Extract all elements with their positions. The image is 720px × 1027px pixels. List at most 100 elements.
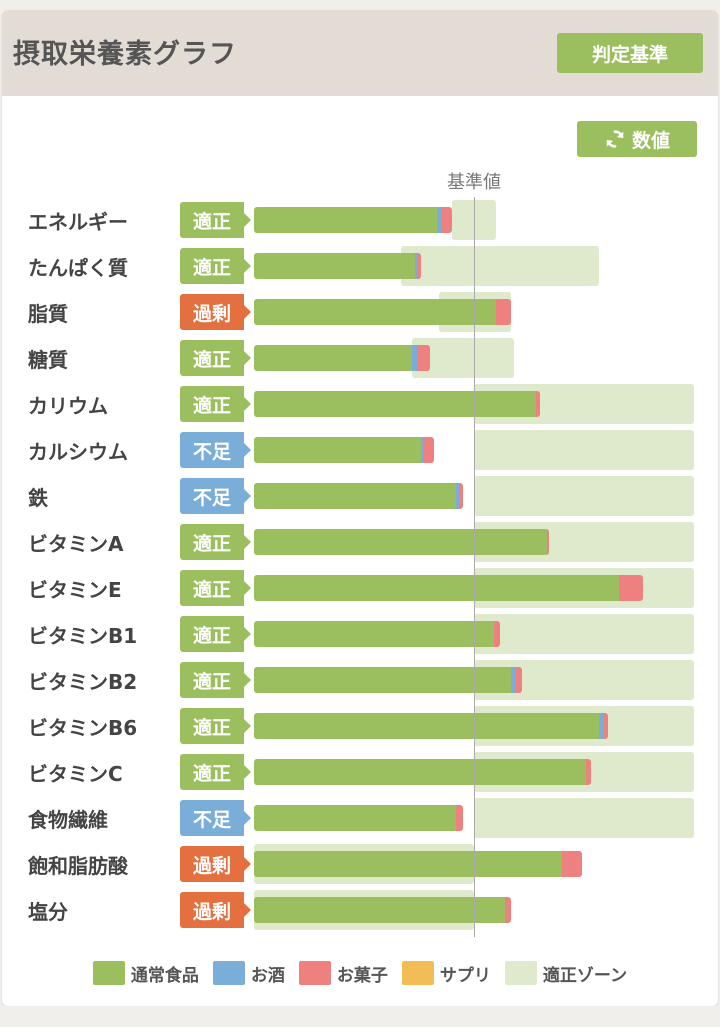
legend-item: サプリ — [401, 961, 491, 986]
status-badge: 適正 — [180, 754, 251, 790]
stacked-bar — [254, 345, 430, 371]
nutrient-name: 塩分 — [28, 900, 68, 924]
bar-segment — [254, 299, 496, 325]
legend-item: 適正ゾーン — [504, 961, 628, 986]
nutrient-name: ビタミンC — [28, 762, 123, 786]
status-badge: 適正 — [180, 202, 251, 238]
bar-segment — [599, 713, 604, 739]
legend-label: お菓子 — [336, 965, 388, 986]
bar-segment — [562, 851, 582, 877]
stacked-bar — [254, 299, 512, 325]
nutrient-row[interactable]: 飽和脂肪酸 過剰 — [2, 844, 718, 884]
stacked-bar — [254, 437, 435, 463]
criteria-button[interactable]: 判定基準 — [557, 33, 703, 73]
proper-zone — [401, 246, 600, 286]
legend-swatch — [92, 961, 125, 985]
nutrient-row[interactable]: ビタミンB2 適正 — [2, 660, 718, 700]
bar-segment — [254, 391, 536, 417]
bar-segment — [254, 851, 562, 877]
bar-segment — [436, 207, 441, 233]
bar-segment — [440, 207, 452, 233]
nutrient-name: ビタミンE — [28, 578, 122, 602]
status-badge: 適正 — [180, 616, 251, 652]
bar-segment — [619, 575, 644, 601]
legend-item: 通常食品 — [92, 961, 199, 986]
nutrient-row[interactable]: 脂質 過剰 — [2, 292, 718, 332]
status-badge: 不足 — [180, 432, 251, 468]
bar-segment — [496, 299, 512, 325]
legend-label: 適正ゾーン — [542, 965, 628, 986]
nutrient-name: 糖質 — [28, 348, 68, 372]
bar-segment — [254, 897, 505, 923]
bar-segment — [456, 805, 463, 831]
nutrient-row[interactable]: ビタミンC 適正 — [2, 752, 718, 792]
stacked-bar — [254, 575, 644, 601]
status-badge: 過剰 — [180, 892, 251, 928]
header: 摂取栄養素グラフ 判定基準 — [2, 10, 718, 96]
proper-zone — [474, 798, 694, 838]
status-badge: 適正 — [180, 248, 251, 284]
nutrient-row[interactable]: カリウム 適正 — [2, 384, 718, 424]
value-toggle-button[interactable]: 数値 — [577, 121, 697, 157]
bar-segment — [254, 621, 494, 647]
bar-segment — [504, 897, 512, 923]
stacked-bar — [254, 483, 463, 509]
legend-swatch — [401, 961, 434, 985]
proper-zone — [474, 430, 694, 470]
bar-segment — [511, 667, 516, 693]
value-button-label: 数値 — [631, 129, 670, 152]
legend-item: お菓子 — [298, 961, 388, 986]
bar-segment — [414, 253, 417, 279]
bar-segment — [254, 759, 587, 785]
legend-label: お酒 — [250, 965, 285, 986]
bar-segment — [586, 759, 591, 785]
status-badge: 適正 — [180, 524, 251, 560]
status-badge: 適正 — [180, 708, 251, 744]
stacked-bar — [254, 759, 591, 785]
nutrient-name: カリウム — [28, 394, 108, 418]
nutrient-name: エネルギー — [28, 210, 128, 234]
nutrient-row[interactable]: エネルギー 適正 — [2, 200, 718, 240]
stacked-bar — [254, 391, 540, 417]
legend-swatch — [298, 961, 331, 985]
nutrient-row[interactable]: たんぱく質 適正 — [2, 246, 718, 286]
nutrient-name: たんぱく質 — [28, 256, 128, 280]
nutrient-name: 食物繊維 — [28, 808, 108, 832]
status-badge: 過剰 — [180, 294, 251, 330]
nutrient-row[interactable]: カルシウム 不足 — [2, 430, 718, 470]
bar-segment — [423, 437, 435, 463]
stacked-bar — [254, 667, 523, 693]
bar-segment — [416, 345, 430, 371]
bar-segment — [254, 529, 547, 555]
bar-segment — [456, 483, 459, 509]
stacked-bar — [254, 621, 501, 647]
bar-segment — [254, 253, 415, 279]
nutrient-name: ビタミンB6 — [28, 716, 138, 740]
refresh-icon — [606, 130, 624, 148]
bar-segment — [254, 805, 457, 831]
bar-segment — [254, 483, 457, 509]
bar-segment — [458, 483, 463, 509]
nutrient-row[interactable]: 糖質 適正 — [2, 338, 718, 378]
legend: 通常食品 お酒 お菓子 サプリ 適正ゾーン — [2, 958, 718, 988]
nutrient-row[interactable]: ビタミンB1 適正 — [2, 614, 718, 654]
nutrient-name: 鉄 — [28, 486, 48, 510]
nutrient-row[interactable]: ビタミンE 適正 — [2, 568, 718, 608]
stacked-bar — [254, 897, 512, 923]
page-title: 摂取栄養素グラフ — [13, 39, 237, 70]
nutrient-row[interactable]: 鉄 不足 — [2, 476, 718, 516]
status-badge: 適正 — [180, 340, 251, 376]
status-badge: 適正 — [180, 570, 251, 606]
nutrient-graph-card: 摂取栄養素グラフ 判定基準 数値 基準値 エネルギー 適正 たんぱく質 適正 脂質 過剰糖… — [2, 10, 718, 1006]
bar-segment — [421, 437, 424, 463]
legend-swatch — [504, 961, 537, 985]
nutrient-row[interactable]: 塩分 過剰 — [2, 890, 718, 930]
nutrient-row[interactable]: ビタミンB6 適正 — [2, 706, 718, 746]
nutrient-name: ビタミンB1 — [28, 624, 138, 648]
nutrient-row[interactable]: ビタミンA 適正 — [2, 522, 718, 562]
status-badge: 適正 — [180, 386, 251, 422]
bar-segment — [254, 575, 620, 601]
nutrient-row[interactable]: 食物繊維 不足 — [2, 798, 718, 838]
bar-segment — [493, 621, 501, 647]
nutrient-name: 飽和脂肪酸 — [28, 854, 128, 878]
